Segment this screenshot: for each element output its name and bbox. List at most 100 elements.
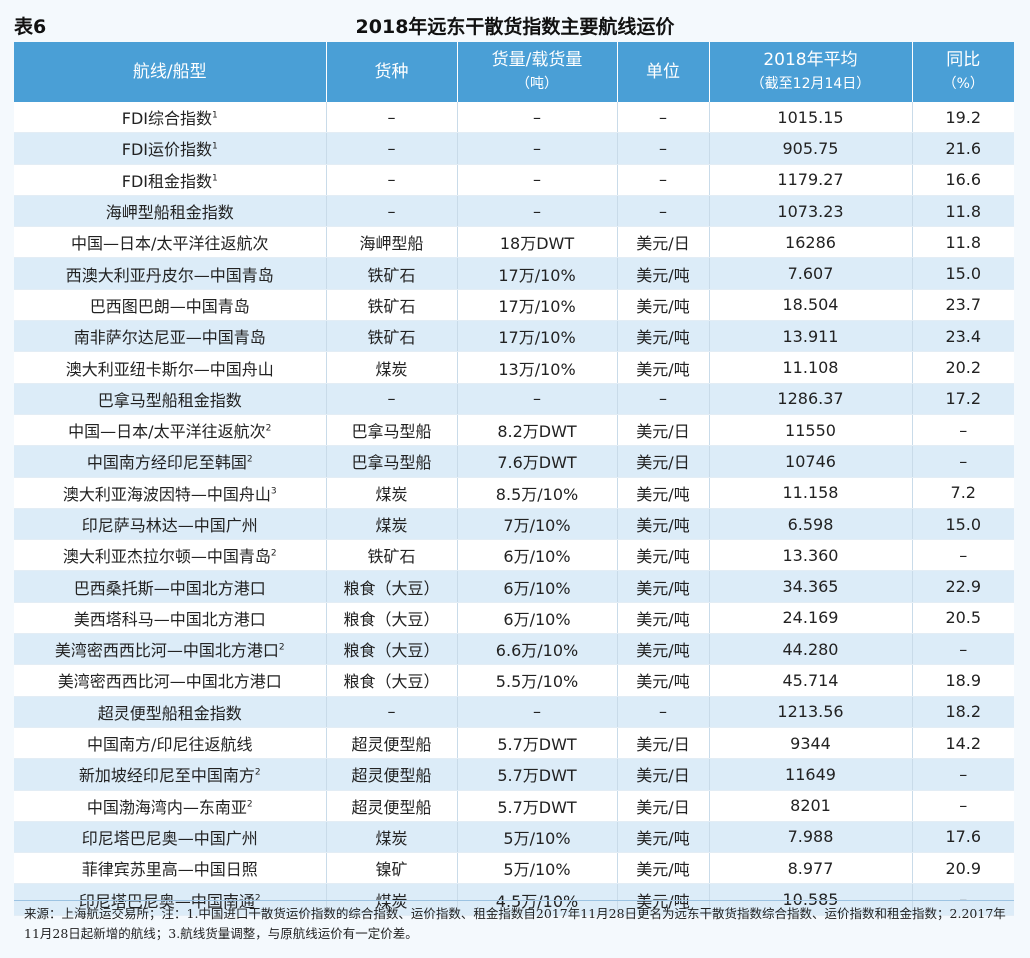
table-row: 新加坡经印尼至中国南方2 超灵便型船 5.7万DWT 美元/日 11649–: [14, 758, 1014, 791]
table-row: 南非萨尔达尼亚—中国青岛 铁矿石 17万/10% 美元/吨 13.911 23.4: [14, 320, 1014, 353]
cell-cargo: 巴拿马型船: [326, 414, 458, 447]
table-row: 中国渤海湾内—东南亚2 超灵便型船 5.7万DWT 美元/日 8201–: [14, 790, 1014, 822]
cell-route: 中国—日本/太平洋往返航次2: [14, 414, 327, 447]
divider: [14, 900, 1014, 901]
cell-route: 超灵便型船租金指数: [14, 696, 327, 728]
cell-cargo: 铁矿石: [326, 257, 458, 290]
cell-yoy: –: [912, 883, 1014, 916]
cell-route: 澳大利亚海波因特—中国舟山3: [14, 477, 327, 509]
cell-cargo: 巴拿马型船: [326, 445, 458, 478]
cell-route: 新加坡经印尼至中国南方2: [14, 758, 327, 791]
cell-unit: 美元/日: [617, 758, 710, 791]
cell-volume: 4.5万/10%: [457, 883, 618, 916]
footnote-marker: 2: [254, 893, 261, 904]
cell-yoy: 18.9: [912, 664, 1014, 697]
table-row: 中国—日本/太平洋往返航次2 巴拿马型船 8.2万DWT 美元/日 11550–: [14, 414, 1014, 447]
cell-volume: 18万DWT: [457, 226, 618, 259]
table-row: FDI综合指数1– – –1015.15 19.2: [14, 102, 1014, 134]
cell-avg: 6.598: [709, 508, 913, 541]
cell-volume: –: [457, 164, 618, 196]
cell-unit: 美元/吨: [617, 821, 710, 854]
cell-volume: 8.2万DWT: [457, 414, 618, 447]
cell-cargo: –: [326, 102, 458, 134]
table-header: 航线/船型 货种 货量/载货量 （吨） 单位 2018年平均 （截至12月14日…: [14, 42, 1014, 102]
cell-yoy: –: [912, 445, 1014, 478]
cell-cargo: 粮食（大豆）: [326, 633, 458, 666]
cell-avg: 10.585: [709, 883, 913, 916]
cell-unit: –: [617, 195, 710, 228]
cell-route: FDI运价指数1: [14, 132, 327, 165]
cell-cargo: 超灵便型船: [326, 758, 458, 791]
cell-yoy: 21.6: [912, 132, 1014, 165]
cell-yoy: –: [912, 790, 1014, 822]
cell-volume: 5.5万/10%: [457, 664, 618, 697]
cell-volume: 5.7万DWT: [457, 727, 618, 760]
cell-unit: 美元/日: [617, 790, 710, 822]
cell-yoy: –: [912, 414, 1014, 447]
cell-unit: –: [617, 132, 710, 165]
cell-route: FDI综合指数1: [14, 102, 327, 134]
cell-volume: –: [457, 102, 618, 134]
table-row: 澳大利亚纽卡斯尔—中国舟山 煤炭 13万/10% 美元/吨 11.108 20.2: [14, 351, 1014, 384]
cell-cargo: 超灵便型船: [326, 727, 458, 760]
cell-unit: 美元/吨: [617, 289, 710, 322]
cell-avg: 1073.23: [709, 195, 913, 228]
footnote-marker: 2: [278, 642, 285, 653]
cell-unit: –: [617, 696, 710, 728]
source-note: 来源：上海航运交易所；注：1.中国进口干散货运价指数的综合指数、运价指数、租金指…: [24, 906, 1006, 941]
cell-unit: 美元/日: [617, 226, 710, 259]
footnote-marker: 2: [265, 423, 272, 434]
cell-avg: 11649: [709, 758, 913, 791]
footnote-marker: 3: [270, 486, 277, 497]
cell-unit: 美元/日: [617, 445, 710, 478]
cell-unit: 美元/吨: [617, 883, 710, 916]
cell-avg: 11.108: [709, 351, 913, 384]
cell-yoy: 20.5: [912, 602, 1014, 635]
col-header-cargo: 货种: [326, 42, 458, 102]
table-row: 澳大利亚杰拉尔顿—中国青岛2 铁矿石 6万/10% 美元/吨 13.360–: [14, 539, 1014, 572]
cell-cargo: 煤炭: [326, 508, 458, 541]
footnote-marker: 2: [270, 548, 277, 559]
table-number: 表6: [14, 16, 47, 38]
col-header-average: 2018年平均 （截至12月14日）: [709, 42, 913, 102]
cell-route: 中国南方/印尼往返航线: [14, 727, 327, 760]
cell-unit: 美元/吨: [617, 351, 710, 384]
cell-volume: 13万/10%: [457, 351, 618, 384]
cell-avg: 1286.37: [709, 383, 913, 415]
cell-unit: –: [617, 102, 710, 134]
cell-route: 美西塔科马—中国北方港口: [14, 602, 327, 635]
table-row: 中国—日本/太平洋往返航次 海岬型船 18万DWT 美元/日 16286 11.8: [14, 226, 1014, 259]
cell-volume: 6万/10%: [457, 539, 618, 572]
cell-unit: –: [617, 164, 710, 196]
cell-volume: –: [457, 132, 618, 165]
cell-unit: 美元/吨: [617, 633, 710, 666]
cell-avg: 9344: [709, 727, 913, 760]
cell-unit: 美元/吨: [617, 602, 710, 635]
cell-route: 海岬型船租金指数: [14, 195, 327, 228]
cell-volume: 5.7万DWT: [457, 758, 618, 791]
cell-avg: 13.911: [709, 320, 913, 353]
table-row: 印尼塔巴尼奥—中国广州 煤炭 5万/10% 美元/吨 7.988 17.6: [14, 821, 1014, 854]
cell-volume: 5.7万DWT: [457, 790, 618, 822]
cell-volume: –: [457, 696, 618, 728]
cell-yoy: 17.2: [912, 383, 1014, 415]
cell-avg: 45.714: [709, 664, 913, 697]
cell-cargo: 铁矿石: [326, 289, 458, 322]
cell-yoy: 11.8: [912, 226, 1014, 259]
cell-yoy: –: [912, 633, 1014, 666]
cell-yoy: 16.6: [912, 164, 1014, 196]
cell-volume: 17万/10%: [457, 289, 618, 322]
cell-yoy: 15.0: [912, 257, 1014, 290]
cell-route: 中国—日本/太平洋往返航次: [14, 226, 327, 259]
table-row: 中国南方经印尼至韩国2 巴拿马型船 7.6万DWT 美元/日 10746–: [14, 445, 1014, 478]
cell-yoy: –: [912, 539, 1014, 572]
cell-yoy: 18.2: [912, 696, 1014, 728]
cell-volume: 5万/10%: [457, 852, 618, 885]
cell-route: 印尼萨马林达—中国广州: [14, 508, 327, 541]
table-body: FDI综合指数1– – –1015.15 19.2 FDI运价指数1– – –905.75 2…: [14, 102, 1014, 916]
table-row: FDI租金指数1– – –1179.27 16.6: [14, 164, 1014, 196]
footnote-marker: 2: [246, 455, 253, 466]
cell-unit: –: [617, 383, 710, 415]
cell-avg: 18.504: [709, 289, 913, 322]
cell-unit: 美元/日: [617, 414, 710, 447]
